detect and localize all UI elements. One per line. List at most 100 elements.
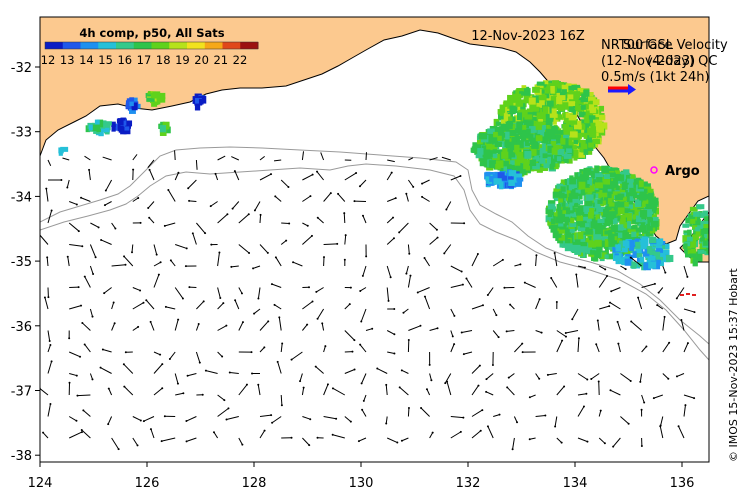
current-vector-head bbox=[271, 421, 274, 424]
current-vector-head bbox=[538, 298, 541, 301]
current-vector-head bbox=[463, 222, 466, 225]
sst-pixel bbox=[559, 240, 567, 248]
current-vector bbox=[316, 287, 324, 293]
current-vector-head bbox=[124, 263, 127, 266]
sst-pixel bbox=[578, 181, 586, 190]
current-vector-head bbox=[306, 224, 309, 227]
current-vector bbox=[323, 416, 337, 420]
sst-pixel bbox=[682, 235, 691, 243]
current-vector-head bbox=[77, 230, 80, 233]
current-vector-head bbox=[503, 286, 506, 289]
current-vector-head bbox=[639, 380, 642, 383]
current-vector bbox=[565, 330, 579, 334]
current-vector-head bbox=[177, 318, 180, 321]
sst-pixel bbox=[608, 202, 615, 207]
current-vector-head bbox=[528, 396, 531, 399]
current-vector bbox=[590, 373, 600, 380]
sst-pixel bbox=[566, 207, 571, 215]
current-vector bbox=[273, 159, 282, 162]
current-vector bbox=[103, 287, 112, 294]
sst-pixel bbox=[617, 193, 625, 198]
current-vector bbox=[359, 179, 367, 187]
current-vector-head bbox=[465, 277, 468, 280]
sst-pixel bbox=[505, 121, 513, 130]
current-vector-head bbox=[597, 380, 600, 383]
current-vector bbox=[302, 437, 310, 446]
current-vector bbox=[359, 344, 367, 353]
sst-pixel bbox=[470, 147, 475, 153]
sst-pixel bbox=[598, 224, 606, 231]
current-vector bbox=[641, 346, 647, 353]
sst-pixel bbox=[594, 201, 601, 209]
current-vector bbox=[386, 237, 395, 245]
current-vector bbox=[344, 235, 347, 245]
current-vector-head bbox=[612, 445, 615, 448]
current-vector-head bbox=[168, 357, 171, 360]
sst-pixel bbox=[568, 101, 576, 106]
sst-pixel bbox=[695, 222, 700, 231]
current-vector bbox=[550, 277, 558, 288]
sst-pixel bbox=[624, 213, 632, 221]
sst-pixel bbox=[485, 171, 491, 177]
current-vector bbox=[361, 409, 367, 417]
current-vector bbox=[554, 416, 558, 427]
sst-pixel bbox=[695, 228, 701, 237]
current-vector bbox=[387, 351, 395, 355]
sst-pixel bbox=[515, 173, 522, 179]
isobath-shelf bbox=[40, 146, 709, 345]
current-vectors bbox=[40, 150, 696, 451]
current-vector-head bbox=[276, 360, 279, 363]
current-vector-head bbox=[479, 429, 482, 432]
sst-pixel bbox=[587, 118, 596, 126]
sst-pixel bbox=[479, 158, 487, 167]
sst-pixel bbox=[576, 215, 583, 222]
sst-pixel bbox=[529, 116, 537, 121]
current-vector bbox=[187, 373, 197, 377]
current-vector-head bbox=[219, 296, 222, 299]
current-vector-head bbox=[316, 436, 319, 439]
current-vector bbox=[450, 284, 463, 288]
sst-pixel bbox=[546, 131, 555, 139]
colorbar-outline bbox=[44, 41, 259, 50]
current-vector bbox=[280, 394, 283, 406]
sst-pixel bbox=[550, 161, 556, 167]
current-vector-head bbox=[257, 383, 260, 386]
colorbar-segment bbox=[222, 42, 241, 49]
sst-pixel bbox=[498, 181, 504, 190]
sst-pixel bbox=[570, 125, 577, 131]
current-vector-head bbox=[400, 369, 403, 372]
sst-pixel bbox=[562, 156, 568, 162]
current-vector bbox=[386, 287, 390, 301]
current-vector bbox=[189, 200, 197, 202]
sst-pixel bbox=[104, 121, 112, 126]
sst-pixel bbox=[497, 172, 505, 181]
current-vector bbox=[111, 222, 116, 229]
sst-pixel bbox=[629, 193, 634, 201]
sst-pixel bbox=[589, 107, 597, 114]
colorbar-label: 20 bbox=[194, 53, 209, 67]
current-vector bbox=[40, 234, 49, 245]
sst-pixel bbox=[494, 141, 502, 147]
current-vector bbox=[150, 321, 155, 331]
current-vector bbox=[450, 431, 462, 439]
sst-pixel bbox=[530, 148, 537, 156]
current-vector-head bbox=[80, 431, 83, 434]
current-vector-head bbox=[349, 420, 352, 423]
current-vector-head bbox=[408, 252, 411, 255]
current-vector-head bbox=[66, 255, 69, 258]
sst-pixel bbox=[88, 124, 93, 131]
current-vector-head bbox=[48, 340, 51, 343]
current-vector-head bbox=[577, 337, 580, 340]
current-vector bbox=[145, 299, 155, 310]
current-vector bbox=[471, 304, 484, 310]
current-vector bbox=[556, 437, 562, 444]
current-vector-head bbox=[212, 431, 215, 434]
sst-pixel bbox=[561, 89, 567, 95]
current-vector bbox=[535, 330, 542, 334]
current-vector bbox=[420, 407, 430, 417]
current-vector bbox=[426, 389, 431, 396]
current-vector-head bbox=[142, 301, 145, 304]
argo-label: Argo bbox=[665, 164, 700, 179]
sst-pixel bbox=[643, 194, 652, 200]
current-vector bbox=[170, 260, 176, 267]
